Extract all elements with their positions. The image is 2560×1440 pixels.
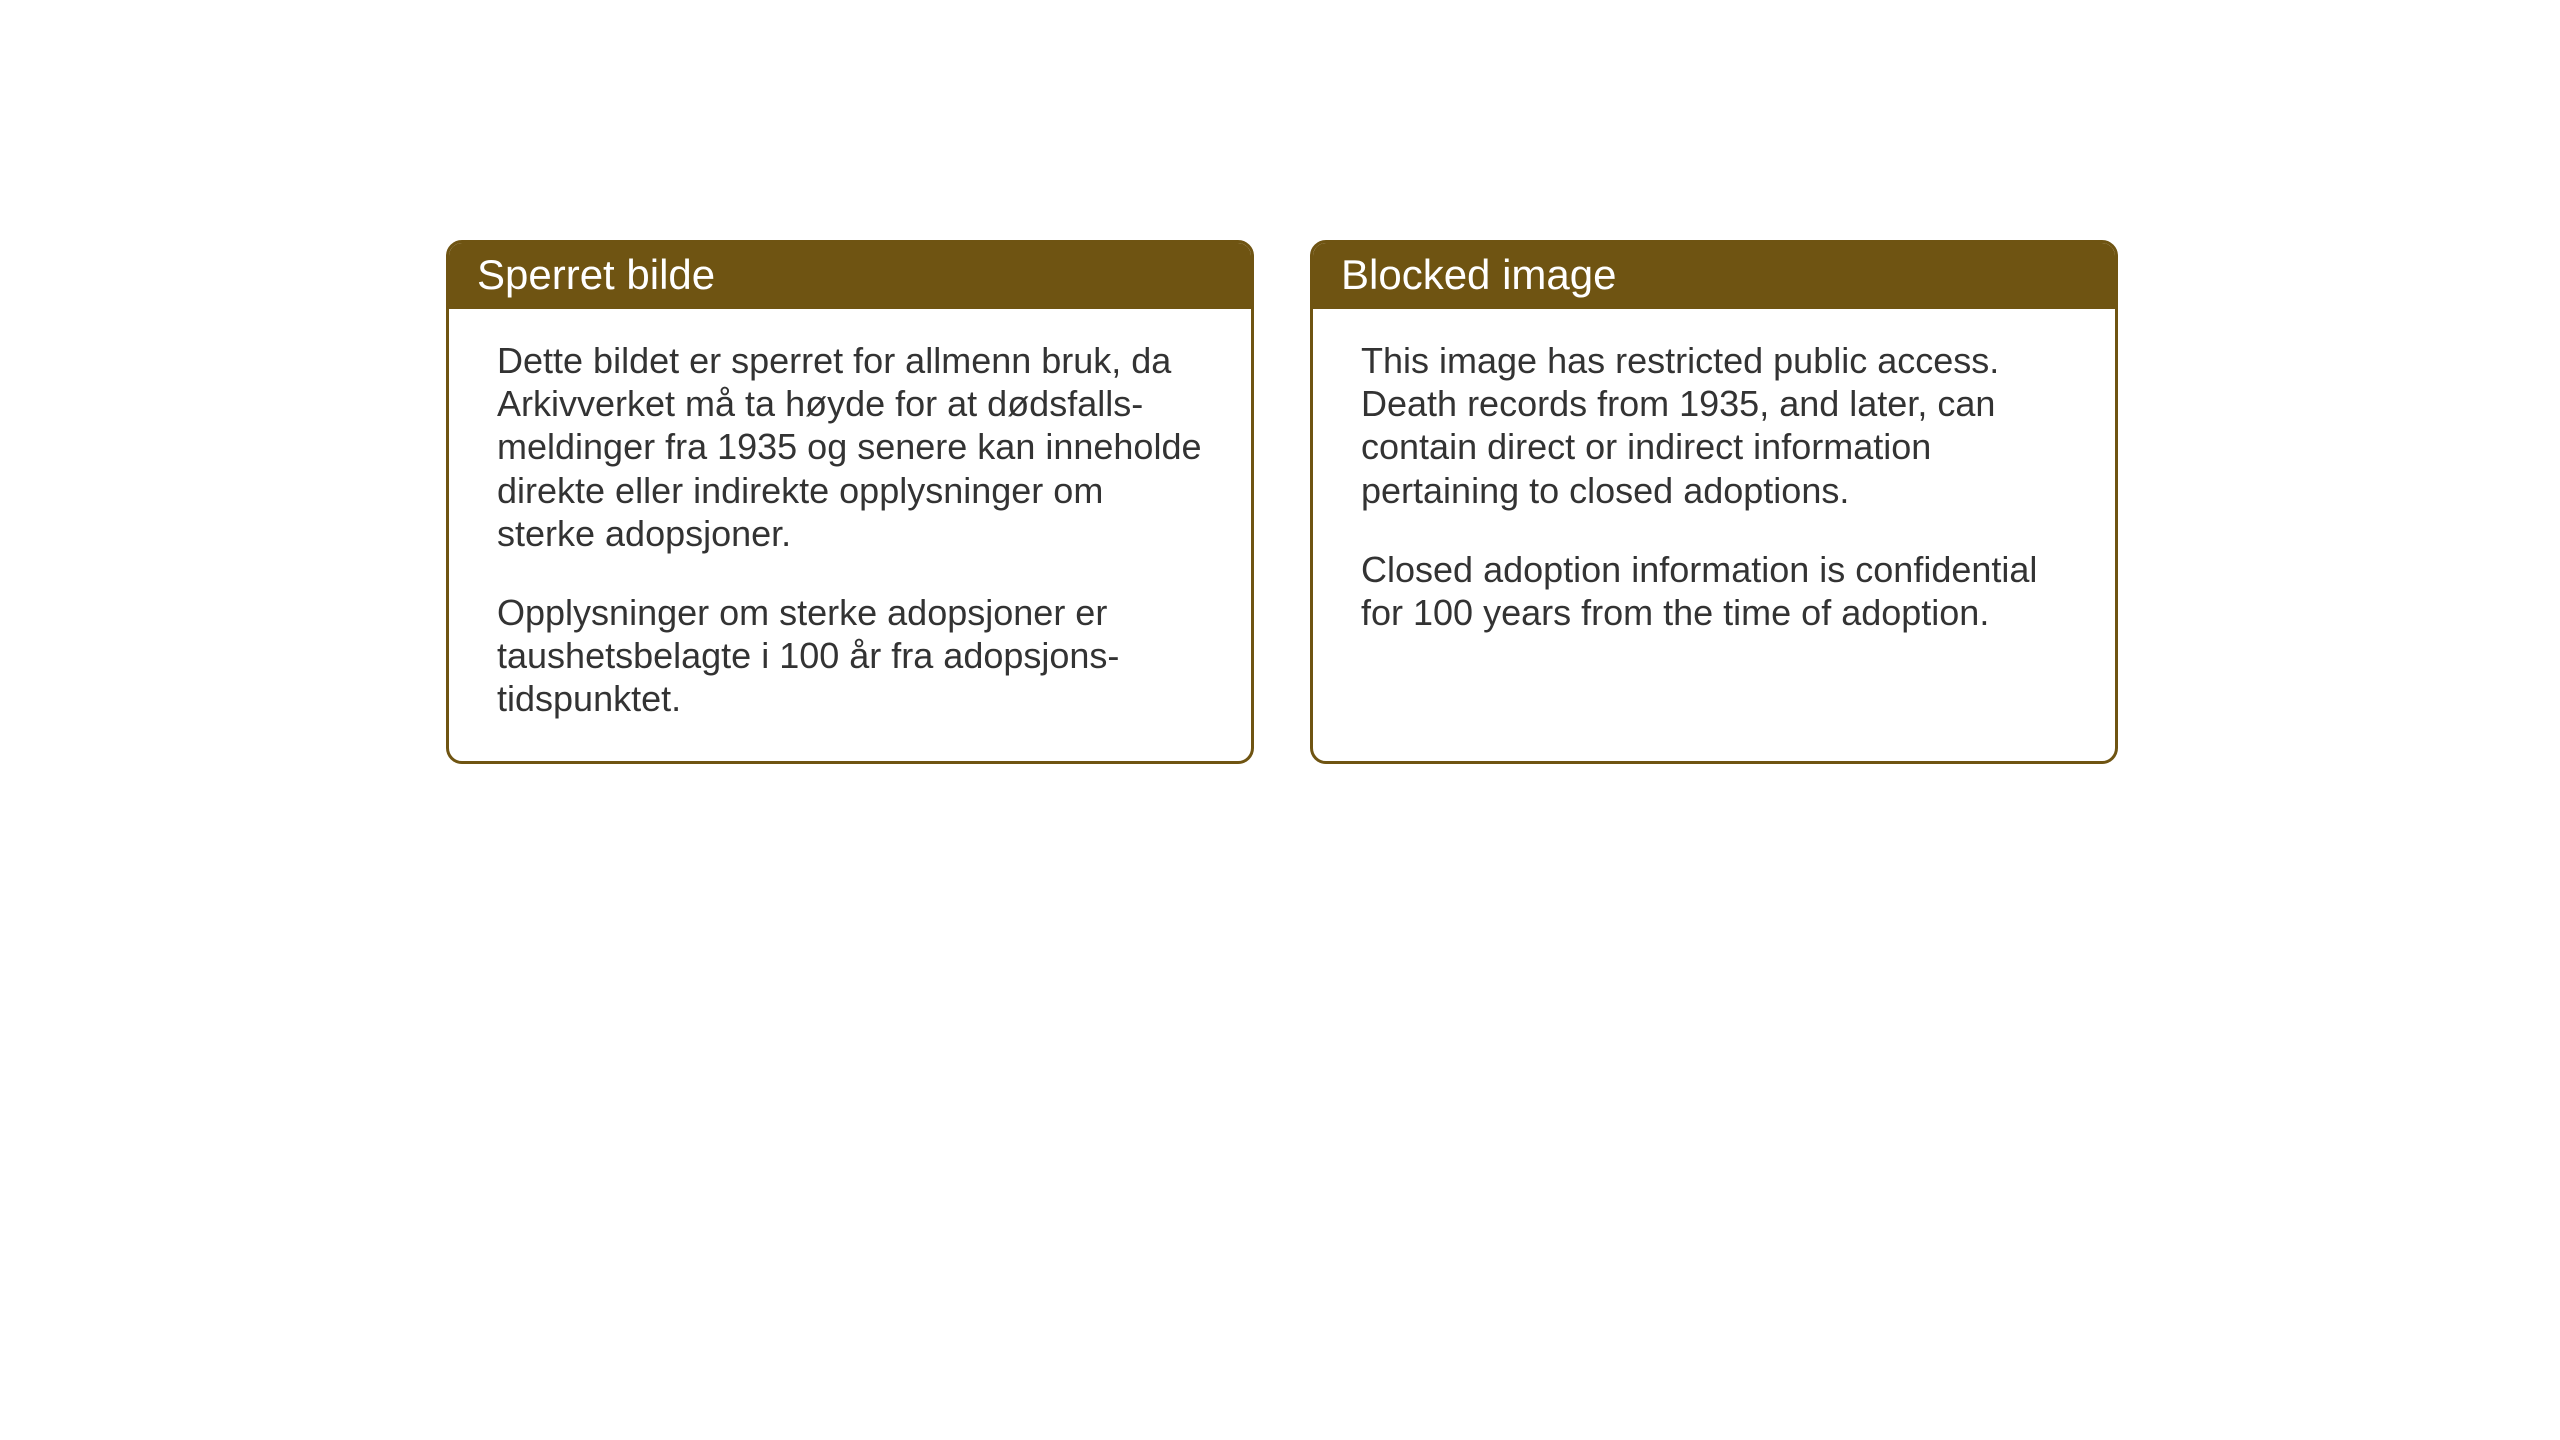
english-paragraph-2: Closed adoption information is confident… xyxy=(1361,548,2067,634)
english-notice-card: Blocked image This image has restricted … xyxy=(1310,240,2118,764)
norwegian-card-title: Sperret bilde xyxy=(477,251,715,298)
norwegian-notice-card: Sperret bilde Dette bildet er sperret fo… xyxy=(446,240,1254,764)
norwegian-card-header: Sperret bilde xyxy=(449,243,1251,309)
norwegian-paragraph-1: Dette bildet er sperret for allmenn bruk… xyxy=(497,339,1203,555)
norwegian-paragraph-2: Opplysninger om sterke adopsjoner er tau… xyxy=(497,591,1203,721)
english-paragraph-1: This image has restricted public access.… xyxy=(1361,339,2067,512)
english-card-body: This image has restricted public access.… xyxy=(1313,309,2115,674)
english-card-title: Blocked image xyxy=(1341,251,1616,298)
english-card-header: Blocked image xyxy=(1313,243,2115,309)
notice-container: Sperret bilde Dette bildet er sperret fo… xyxy=(446,240,2118,764)
norwegian-card-body: Dette bildet er sperret for allmenn bruk… xyxy=(449,309,1251,761)
